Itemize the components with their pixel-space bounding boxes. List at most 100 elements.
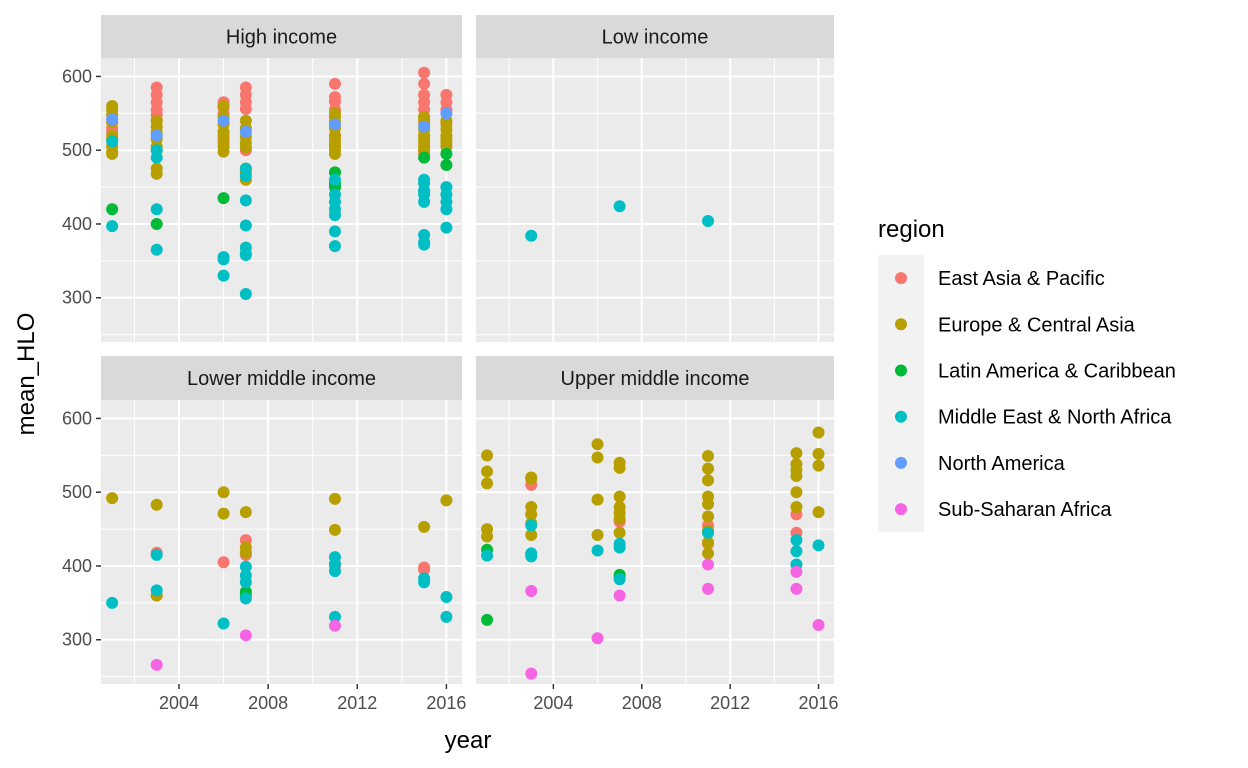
data-point <box>150 203 163 216</box>
data-point <box>239 629 252 642</box>
facet-strip <box>476 356 834 400</box>
data-point <box>106 596 119 609</box>
y-tick-label: 400 <box>62 556 92 576</box>
data-point <box>790 534 803 547</box>
data-point <box>591 632 604 645</box>
data-point <box>328 610 341 623</box>
data-point <box>702 582 715 595</box>
data-point <box>418 238 431 251</box>
data-point <box>239 288 252 301</box>
data-point <box>328 77 341 90</box>
x-tick-label: 2012 <box>337 693 377 713</box>
data-point <box>106 220 119 233</box>
y-tick-label: 500 <box>62 482 92 502</box>
data-point <box>328 173 341 186</box>
data-point <box>702 215 715 228</box>
data-point <box>481 549 494 562</box>
data-point <box>239 170 252 183</box>
facet-panel: Low income <box>476 15 834 342</box>
panel-background <box>476 400 834 684</box>
data-point <box>525 519 538 532</box>
data-point <box>106 147 119 160</box>
data-point <box>328 118 341 131</box>
data-point <box>812 426 825 439</box>
data-point <box>239 576 252 589</box>
data-point <box>481 530 494 543</box>
data-point <box>702 498 715 511</box>
data-point <box>418 77 431 90</box>
facet-strip <box>476 15 834 58</box>
x-tick-label: 2016 <box>426 693 466 713</box>
data-point <box>239 248 252 261</box>
data-point <box>790 486 803 499</box>
data-point <box>812 506 825 519</box>
data-point <box>440 221 453 234</box>
data-point <box>418 576 431 589</box>
data-point <box>812 459 825 472</box>
data-point <box>591 493 604 506</box>
x-axis-title: year <box>445 727 492 754</box>
data-point <box>440 590 453 603</box>
data-point <box>106 203 119 216</box>
data-point <box>328 147 341 160</box>
legend-label: Sub-Saharan Africa <box>938 499 1112 521</box>
x-tick-label: 2008 <box>622 693 662 713</box>
legend-swatch <box>895 503 907 516</box>
y-tick-label: 300 <box>62 288 92 308</box>
data-point <box>106 135 119 148</box>
data-point <box>418 66 431 79</box>
data-point <box>440 147 453 160</box>
data-point <box>702 450 715 463</box>
legend: East Asia & Pacific Europe & Central Asia… <box>878 255 1176 533</box>
legend-label: Middle East & North Africa <box>938 407 1172 429</box>
legend-label: Europe & Central Asia <box>938 314 1136 336</box>
data-point <box>613 541 626 554</box>
data-point <box>328 225 341 238</box>
legend-swatch <box>895 410 907 423</box>
data-point <box>328 523 341 536</box>
legend-swatch <box>895 456 907 469</box>
data-point <box>812 539 825 552</box>
data-point <box>239 219 252 232</box>
facet-title: High income <box>226 27 337 49</box>
data-point <box>217 145 230 158</box>
data-point <box>217 556 230 569</box>
data-point <box>239 592 252 605</box>
legend-swatch <box>895 364 907 377</box>
data-point <box>790 447 803 460</box>
facet-strip <box>101 15 462 58</box>
y-tick-label: 400 <box>62 214 92 234</box>
panel-background <box>476 58 834 342</box>
y-tick-label: 300 <box>62 630 92 650</box>
data-point <box>328 492 341 505</box>
facet-title: Upper middle income <box>561 368 750 390</box>
data-point <box>150 584 163 597</box>
data-point <box>613 200 626 213</box>
data-point <box>591 438 604 451</box>
data-point <box>418 563 431 576</box>
data-point <box>613 512 626 525</box>
data-point <box>702 510 715 523</box>
data-point <box>217 192 230 205</box>
data-point <box>217 269 230 282</box>
data-point <box>106 492 119 505</box>
data-point <box>591 528 604 541</box>
data-point <box>525 585 538 598</box>
data-point <box>702 558 715 571</box>
data-point <box>613 573 626 586</box>
data-point <box>418 151 431 164</box>
data-point <box>150 498 163 511</box>
data-point <box>440 494 453 507</box>
data-point <box>790 582 803 595</box>
data-point <box>217 114 230 127</box>
data-point <box>440 203 453 216</box>
data-point <box>418 120 431 133</box>
data-point <box>790 545 803 558</box>
data-point <box>150 129 163 142</box>
panel-background <box>101 400 462 684</box>
data-point <box>613 526 626 539</box>
data-point <box>106 113 119 126</box>
data-point <box>217 507 230 520</box>
y-tick-label: 500 <box>62 140 92 160</box>
data-point <box>217 617 230 630</box>
